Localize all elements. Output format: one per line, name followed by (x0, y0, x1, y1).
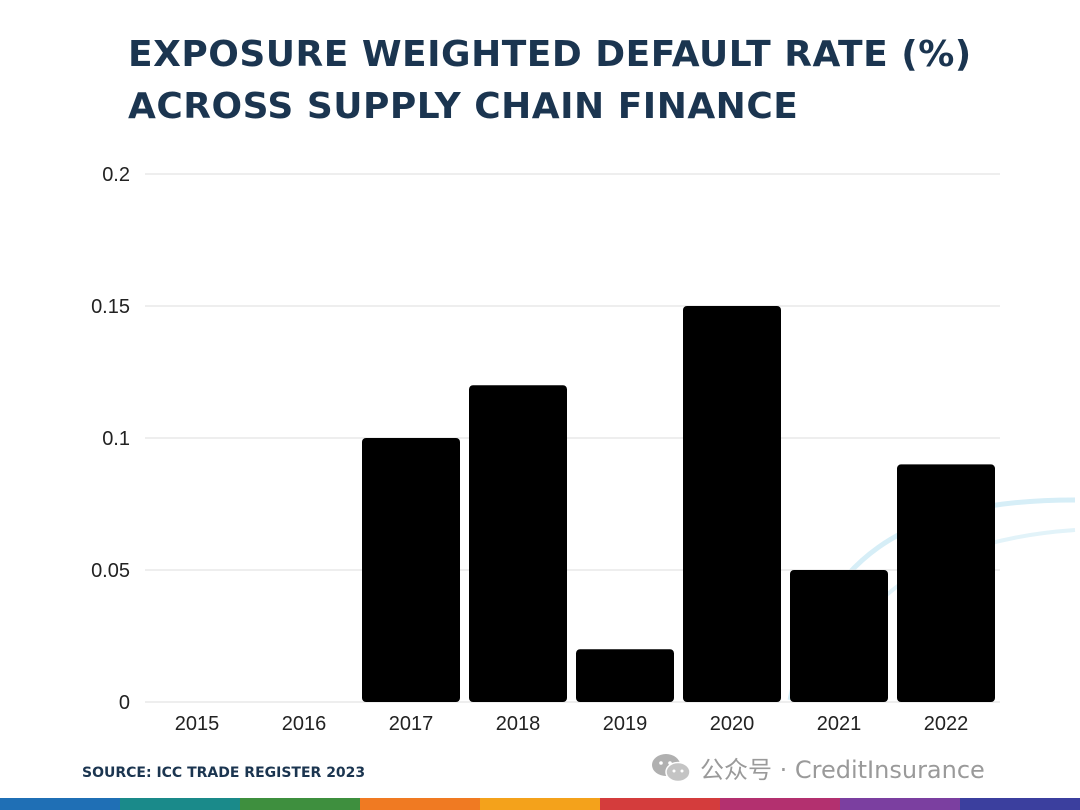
bar-2021 (790, 570, 888, 702)
bar-2018 (469, 385, 567, 702)
chart-title-line-1: EXPOSURE WEIGHTED DEFAULT RATE (%) (128, 34, 972, 75)
bar-2022 (897, 464, 995, 702)
x-tick-label: 2016 (282, 713, 327, 735)
y-tick-label: 0.1 (102, 428, 130, 450)
x-axis-ticks: 2015 2016 2017 2018 2019 2020 2021 2022 (175, 713, 969, 735)
x-tick-label: 2021 (817, 713, 862, 735)
stripe-segment (840, 798, 960, 810)
stripe-segment (360, 798, 480, 810)
watermark: 公众号 · CreditInsurance (650, 750, 985, 785)
x-tick-label: 2017 (389, 713, 434, 735)
wechat-icon (652, 753, 691, 782)
x-tick-label: 2022 (924, 713, 969, 735)
y-tick-label: 0.15 (91, 296, 130, 318)
bar-2019 (576, 649, 674, 702)
bar-chart: 0 0.05 0.1 0.15 0.2 2015 2016 2017 2018 2019 2020… (91, 164, 1076, 735)
footer-color-stripe (0, 798, 1080, 810)
stripe-segment (120, 798, 240, 810)
stripe-segment (600, 798, 720, 810)
y-tick-label: 0.2 (102, 164, 130, 186)
bar-2020 (683, 306, 781, 702)
stripe-segment (240, 798, 360, 810)
bar-2017 (362, 438, 460, 702)
chart-title-line-2: ACROSS SUPPLY CHAIN FINANCE (128, 86, 799, 127)
stripe-segment (0, 798, 120, 810)
stripe-segment (480, 798, 600, 810)
stripe-segment (720, 798, 840, 810)
y-tick-label: 0.05 (91, 560, 130, 582)
x-tick-label: 2019 (603, 713, 648, 735)
source-note: SOURCE: ICC TRADE REGISTER 2023 (82, 765, 366, 781)
watermark-text: 公众号 · CreditInsurance (700, 756, 985, 784)
stripe-segment (960, 798, 1080, 810)
x-tick-label: 2018 (496, 713, 541, 735)
x-tick-label: 2020 (710, 713, 755, 735)
y-axis-ticks: 0 0.05 0.1 0.15 0.2 (91, 164, 130, 714)
x-tick-label: 2015 (175, 713, 220, 735)
y-tick-label: 0 (119, 692, 130, 714)
bars (362, 306, 995, 702)
